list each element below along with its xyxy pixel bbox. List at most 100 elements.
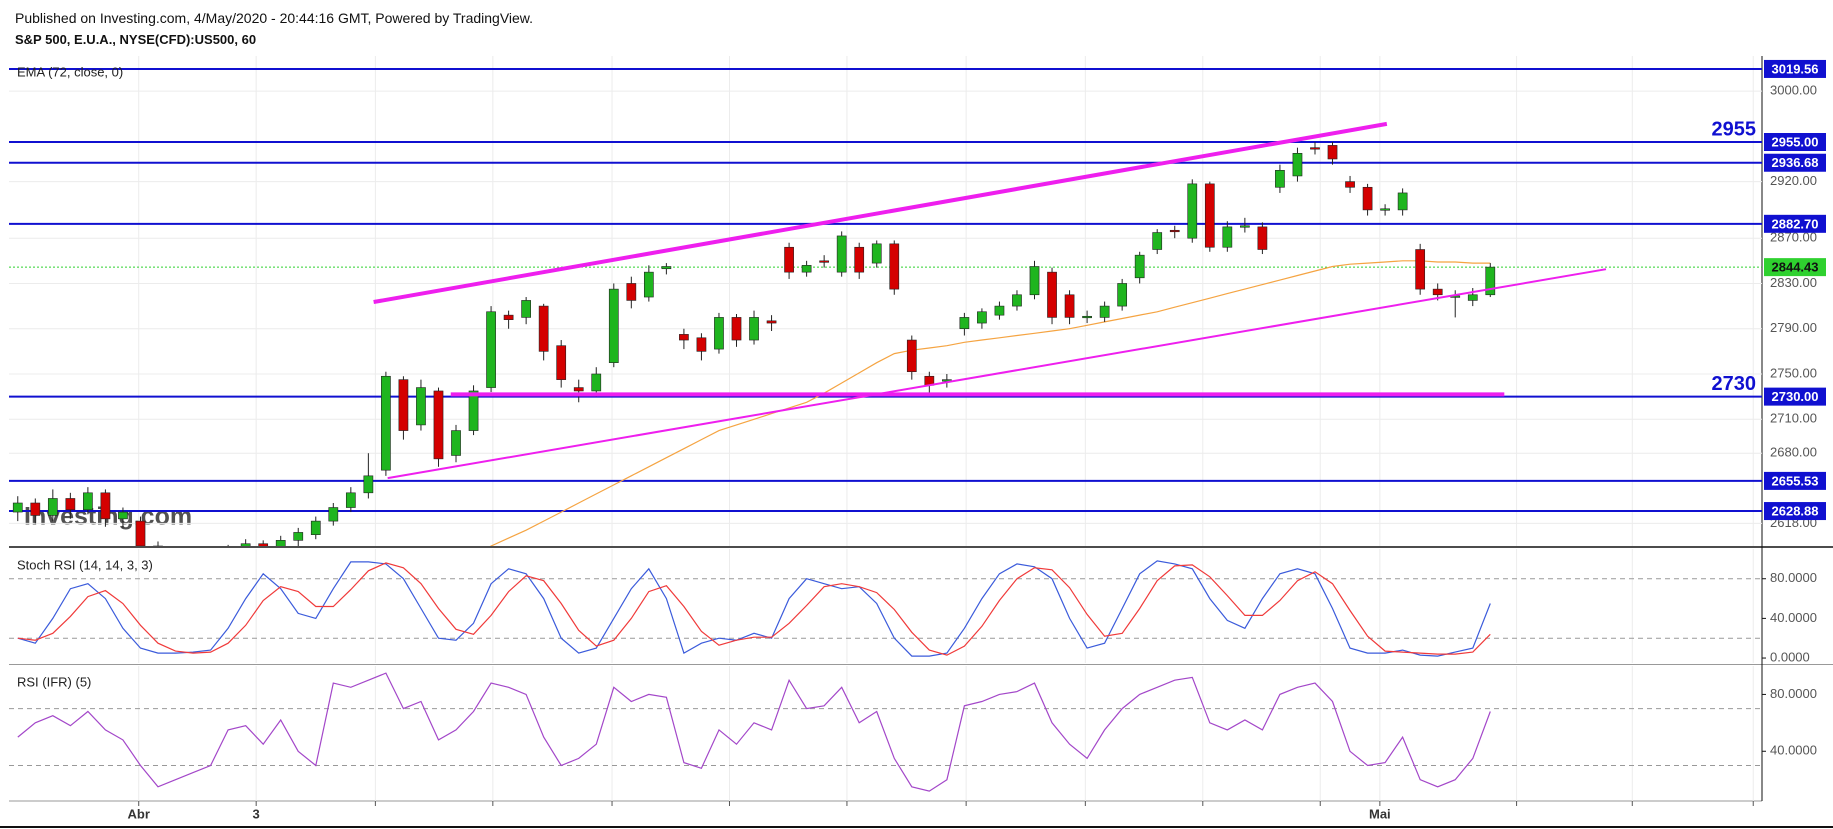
- level-box: [1764, 153, 1826, 172]
- candle-body: [906, 339, 917, 373]
- candle-body: [171, 561, 180, 572]
- trendline: [387, 268, 1607, 480]
- candle-body: [784, 246, 794, 273]
- candle-body: [118, 511, 128, 520]
- candle-body: [433, 390, 444, 460]
- candle-body: [749, 317, 759, 341]
- candle-body: [801, 265, 812, 273]
- symbol-title: S&P 500, E.U.A., NYSE(CFD):US500, 60: [15, 32, 257, 47]
- y-tick-label: 3000.00: [1770, 83, 1817, 98]
- y-tick-label: 2790.00: [1770, 320, 1817, 335]
- level-box: [1764, 214, 1826, 233]
- level-box: [1764, 387, 1826, 406]
- candle-body: [1029, 266, 1040, 296]
- x-tick-label: Abr: [128, 806, 150, 821]
- candle-body: [100, 492, 111, 520]
- y-tick-label: 2830.00: [1770, 275, 1817, 290]
- candle-body: [1257, 226, 1268, 250]
- y-tick-label: 2920.00: [1770, 173, 1817, 188]
- candle-body: [608, 288, 619, 363]
- candle-body: [486, 311, 496, 388]
- candle-body: [1275, 169, 1285, 188]
- candle-body: [714, 317, 724, 350]
- candle-body: [1222, 226, 1233, 248]
- candle-body: [959, 317, 970, 330]
- candle-body: [679, 334, 689, 341]
- candle-body: [836, 235, 847, 273]
- candle-body: [889, 243, 900, 290]
- candle-body: [363, 475, 374, 494]
- candle-body: [941, 379, 952, 382]
- level-box: [1764, 502, 1826, 521]
- candle-body: [1117, 283, 1128, 307]
- candle-body: [240, 543, 251, 546]
- x-tick-label: Mai: [1369, 806, 1391, 821]
- candle-body: [1432, 288, 1443, 296]
- level-label: 2730.00: [1772, 389, 1819, 404]
- candle-body: [994, 305, 1005, 316]
- candle-body: [65, 498, 76, 511]
- candle-body: [12, 502, 23, 513]
- candle-body: [206, 555, 215, 566]
- candle-body: [135, 520, 146, 546]
- candle-body: [1485, 266, 1496, 296]
- candle-body: [854, 246, 865, 273]
- candle-body: [556, 345, 567, 380]
- candle-body: [310, 520, 321, 535]
- candle-body: [1134, 254, 1145, 279]
- level-label: 2655.53: [1772, 473, 1819, 488]
- candle-body: [398, 379, 409, 431]
- candle-body: [83, 492, 93, 511]
- candle-body: [1064, 294, 1075, 318]
- indicator-line: [17, 562, 1491, 656]
- candle-body: [503, 314, 514, 320]
- indicator-line: [17, 560, 1491, 657]
- candle-body: [1327, 145, 1338, 160]
- y-tick-label: 2680.00: [1770, 445, 1817, 460]
- panel: [9, 56, 1762, 572]
- candle-body: [381, 375, 391, 471]
- candle-body: [626, 283, 637, 301]
- level-annotation: 2730: [1712, 373, 1757, 395]
- panel-label: RSI (IFR) (5): [17, 674, 91, 689]
- candle-body: [1012, 294, 1022, 307]
- level-label: 3019.56: [1772, 61, 1819, 76]
- panel-label: Stoch RSI (14, 14, 3, 3): [17, 557, 153, 572]
- candle-body: [1099, 305, 1110, 318]
- candle-body: [275, 540, 286, 546]
- candle-body: [871, 243, 882, 264]
- candle-body: [696, 337, 707, 352]
- ema-line: [489, 260, 1491, 546]
- panel-label: EMA (72, close, 0): [17, 64, 123, 79]
- candle-body: [819, 260, 830, 263]
- y-tick-label: 2710.00: [1770, 411, 1817, 426]
- level-box: [1764, 471, 1826, 490]
- x-tick-label: 3: [253, 806, 260, 821]
- candle-body: [591, 373, 602, 392]
- candle-body: [1345, 181, 1355, 188]
- candle-body: [153, 545, 163, 546]
- candle-body: [1415, 249, 1426, 290]
- candle-body: [30, 502, 41, 516]
- y-tick-label: 80.0000: [1770, 570, 1817, 585]
- candle-body: [538, 305, 549, 352]
- level-box: [1764, 59, 1826, 78]
- candle-body: [1082, 315, 1092, 319]
- candle-body: [1152, 232, 1163, 250]
- candle-body: [224, 549, 233, 566]
- indicator-line: [17, 672, 1491, 792]
- candle-body: [643, 271, 654, 298]
- candle-body: [1362, 186, 1373, 211]
- trendline: [373, 121, 1388, 304]
- candle-body: [47, 498, 58, 516]
- published-note: Published on Investing.com, 4/May/2020 -…: [15, 10, 534, 26]
- candle-body: [468, 390, 479, 431]
- level-box: [1764, 133, 1826, 152]
- candle-body: [1397, 192, 1408, 211]
- candle-body: [1310, 147, 1320, 150]
- candle-body: [1292, 153, 1303, 177]
- y-tick-label: 0.0000: [1770, 649, 1810, 664]
- candle-body: [1187, 183, 1198, 239]
- candle-body: [293, 532, 304, 541]
